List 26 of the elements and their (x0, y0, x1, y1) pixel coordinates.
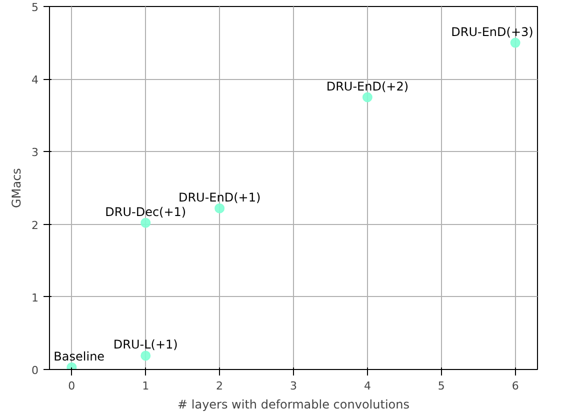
y-axis-title: GMacs (10, 168, 24, 208)
y-tick-label: 1 (32, 291, 38, 304)
point (140, 218, 151, 228)
x-tick-label: 2 (216, 380, 224, 392)
point (510, 38, 520, 48)
point (140, 350, 151, 361)
annotation: DRU-EnD(+3) (451, 24, 534, 39)
y-tick-label: 0 (32, 364, 38, 377)
annotation: DRU-Dec(+1) (105, 204, 186, 219)
point (214, 203, 225, 214)
x-tick-label: 6 (512, 380, 519, 392)
y-tick-label: 2 (32, 218, 38, 232)
annotation: DRU-EnD(+1) (178, 190, 261, 204)
annotation: Baseline (54, 349, 105, 364)
annotation: DRU-L(+1) (113, 338, 178, 352)
x-tick-label: 1 (142, 380, 150, 392)
annotation: DRU-EnD(+2) (326, 79, 409, 94)
x-tick-label: 3 (290, 380, 297, 392)
y-tick-label: 5 (32, 1, 38, 14)
point (362, 92, 372, 102)
x-tick-label: 5 (438, 380, 445, 392)
x-tick-label: 4 (364, 380, 371, 392)
y-tick-label: 4 (32, 74, 38, 87)
x-tick-label: 0 (68, 380, 76, 392)
x-axis-title: # layers with deformable convolutions (178, 398, 410, 412)
y-tick-label: 3 (32, 146, 38, 160)
